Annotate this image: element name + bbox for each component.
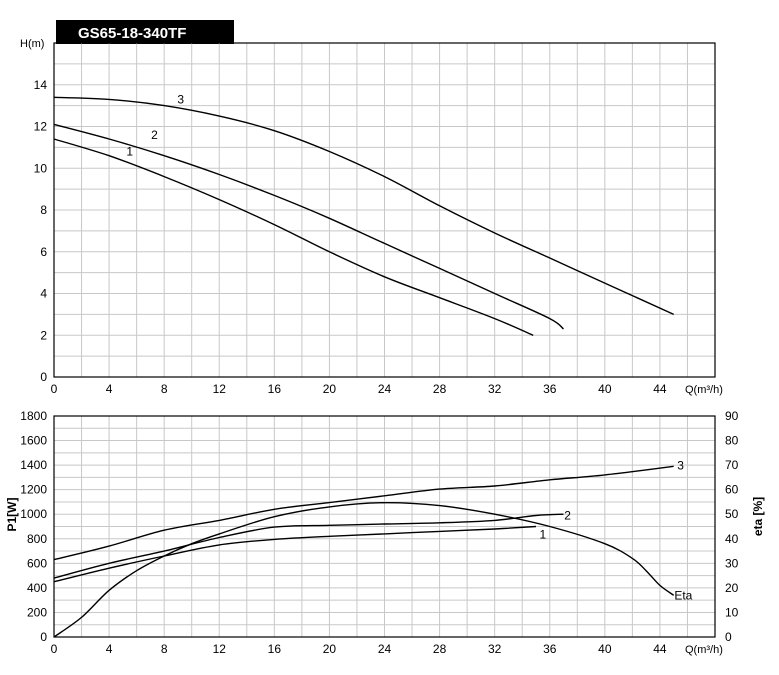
x-tick-label: 16 bbox=[268, 642, 282, 656]
y-tick-label: 400 bbox=[27, 581, 47, 595]
y-axis-title: H(m) bbox=[20, 38, 44, 50]
head-chart: 0 4 8 12 16 20 24 28 32 36 40 4402468101214Q(m³/h)H… bbox=[20, 38, 723, 396]
y-tick-label: 1400 bbox=[20, 458, 47, 472]
x-tick-label: 4 bbox=[106, 382, 113, 396]
y2-tick-label: 30 bbox=[725, 556, 739, 570]
x-tick-label: 36 bbox=[543, 642, 557, 656]
y-tick-label: 1200 bbox=[20, 483, 47, 497]
series-line-3 bbox=[53, 465, 674, 561]
y-tick-label: 6 bbox=[40, 245, 47, 259]
x-tick-label: 28 bbox=[433, 382, 447, 396]
x-tick-label: 12 bbox=[213, 382, 227, 396]
series-label-1: 1 bbox=[540, 527, 547, 541]
x-axis-title: Q(m³/h) bbox=[685, 644, 723, 656]
y2-tick-label: 10 bbox=[725, 605, 739, 619]
y2-tick-label: 0 bbox=[725, 630, 732, 644]
x-tick-label: 20 bbox=[323, 642, 337, 656]
y2-tick-label: 40 bbox=[725, 532, 739, 546]
y-tick-label: 1600 bbox=[20, 434, 47, 448]
x-tick-label: 20 bbox=[323, 382, 337, 396]
y-tick-label: 1800 bbox=[20, 409, 47, 423]
chart-title: GS65-18-340TF bbox=[78, 25, 186, 42]
series-label-eta: Eta bbox=[674, 588, 692, 602]
x-tick-label: 36 bbox=[543, 382, 557, 396]
series-label-3: 3 bbox=[177, 92, 184, 106]
plot-frame bbox=[53, 42, 716, 378]
x-tick-label: 28 bbox=[433, 642, 447, 656]
x-tick-label: 32 bbox=[488, 642, 502, 656]
y-tick-label: 10 bbox=[34, 161, 48, 175]
x-axis-title: Q(m³/h) bbox=[685, 384, 723, 396]
y-tick-label: 14 bbox=[34, 78, 48, 92]
y2-tick-label: 50 bbox=[725, 507, 739, 521]
y-tick-label: 4 bbox=[40, 287, 47, 301]
x-tick-label: 40 bbox=[598, 382, 612, 396]
x-tick-label: 8 bbox=[161, 382, 168, 396]
y-tick-label: 8 bbox=[40, 203, 47, 217]
series-line-2 bbox=[53, 513, 564, 579]
x-tick-label: 0 bbox=[51, 642, 58, 656]
y-tick-label: 600 bbox=[27, 556, 47, 570]
series-label-1: 1 bbox=[126, 145, 133, 159]
series-label-2: 2 bbox=[564, 508, 571, 522]
y-tick-label: 0 bbox=[40, 630, 47, 644]
y-tick-label: 2 bbox=[40, 328, 47, 342]
x-tick-label: 24 bbox=[378, 642, 392, 656]
series-label-2: 2 bbox=[151, 128, 158, 142]
y-tick-label: 12 bbox=[34, 120, 48, 134]
x-tick-label: 44 bbox=[653, 642, 667, 656]
x-tick-label: 32 bbox=[488, 382, 502, 396]
y2-axis-title: eta [%] bbox=[751, 497, 765, 536]
x-tick-label: 16 bbox=[268, 382, 282, 396]
y2-tick-label: 80 bbox=[725, 434, 739, 448]
series-label-3: 3 bbox=[677, 459, 684, 473]
series-line-3 bbox=[53, 96, 674, 316]
y2-tick-label: 20 bbox=[725, 581, 739, 595]
plot-frame bbox=[53, 415, 716, 638]
y2-tick-label: 70 bbox=[725, 458, 739, 472]
x-tick-label: 40 bbox=[598, 642, 612, 656]
x-tick-label: 24 bbox=[378, 382, 392, 396]
series-line-2 bbox=[53, 123, 564, 330]
x-tick-label: 4 bbox=[106, 642, 113, 656]
title-background bbox=[56, 20, 234, 44]
y2-tick-label: 60 bbox=[725, 483, 739, 497]
y2-tick-label: 90 bbox=[725, 409, 739, 423]
series-line-1 bbox=[53, 525, 537, 583]
x-tick-label: 0 bbox=[51, 382, 58, 396]
x-tick-label: 8 bbox=[161, 642, 168, 656]
y-tick-label: 800 bbox=[27, 532, 47, 546]
series-line-1 bbox=[53, 138, 534, 336]
power-efficiency-chart: 0 4 8 12 16 20 24 28 32 36 40 440200400600800100012… bbox=[5, 409, 765, 656]
x-tick-label: 12 bbox=[213, 642, 227, 656]
x-tick-label: 44 bbox=[653, 382, 667, 396]
y-tick-label: 0 bbox=[40, 370, 47, 384]
series-line-eta bbox=[53, 501, 675, 638]
chart-title-box: GS65-18-340TF bbox=[56, 20, 234, 44]
y-axis-title: P1[W] bbox=[5, 498, 19, 532]
y-tick-label: 1000 bbox=[20, 507, 47, 521]
y-tick-label: 200 bbox=[27, 605, 47, 619]
